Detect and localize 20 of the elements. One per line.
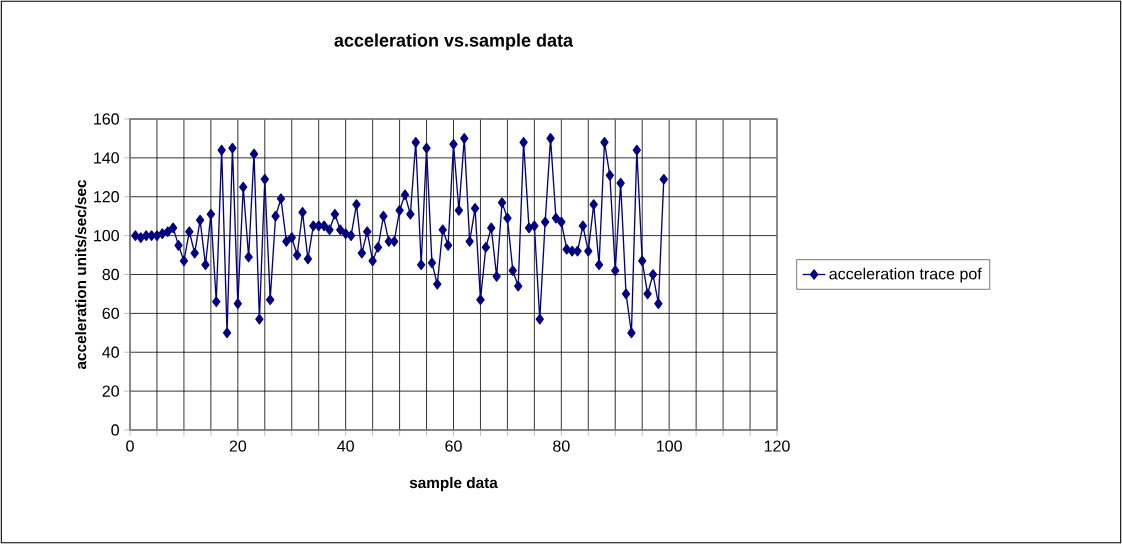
chart-title: acceleration vs.sample data [334,33,574,51]
y-tick-label: 20 [102,385,119,397]
y-tick-label: 140 [94,152,119,164]
legend-label: acceleration trace pof [829,267,982,283]
x-tick-label: 0 [126,440,134,452]
x-tick-label: 40 [337,440,354,452]
y-tick-label: 0 [111,424,119,436]
x-axis-title: sample data [409,476,498,492]
y-axis-title: acceleration units/sec/sec [75,179,87,370]
y-tick-label: 100 [94,229,119,242]
y-tick-label: 40 [102,346,119,358]
x-tick-label: 100 [657,440,682,452]
y-tick-label: 80 [102,268,119,281]
y-tick-label: 60 [102,307,119,320]
y-tick-label: 120 [94,191,119,203]
x-tick-label: 120 [764,440,790,452]
y-tick-label: 160 [94,113,119,125]
x-tick-label: 80 [553,440,570,452]
x-tick-label: 20 [229,440,247,452]
x-tick-label: 60 [445,440,462,452]
